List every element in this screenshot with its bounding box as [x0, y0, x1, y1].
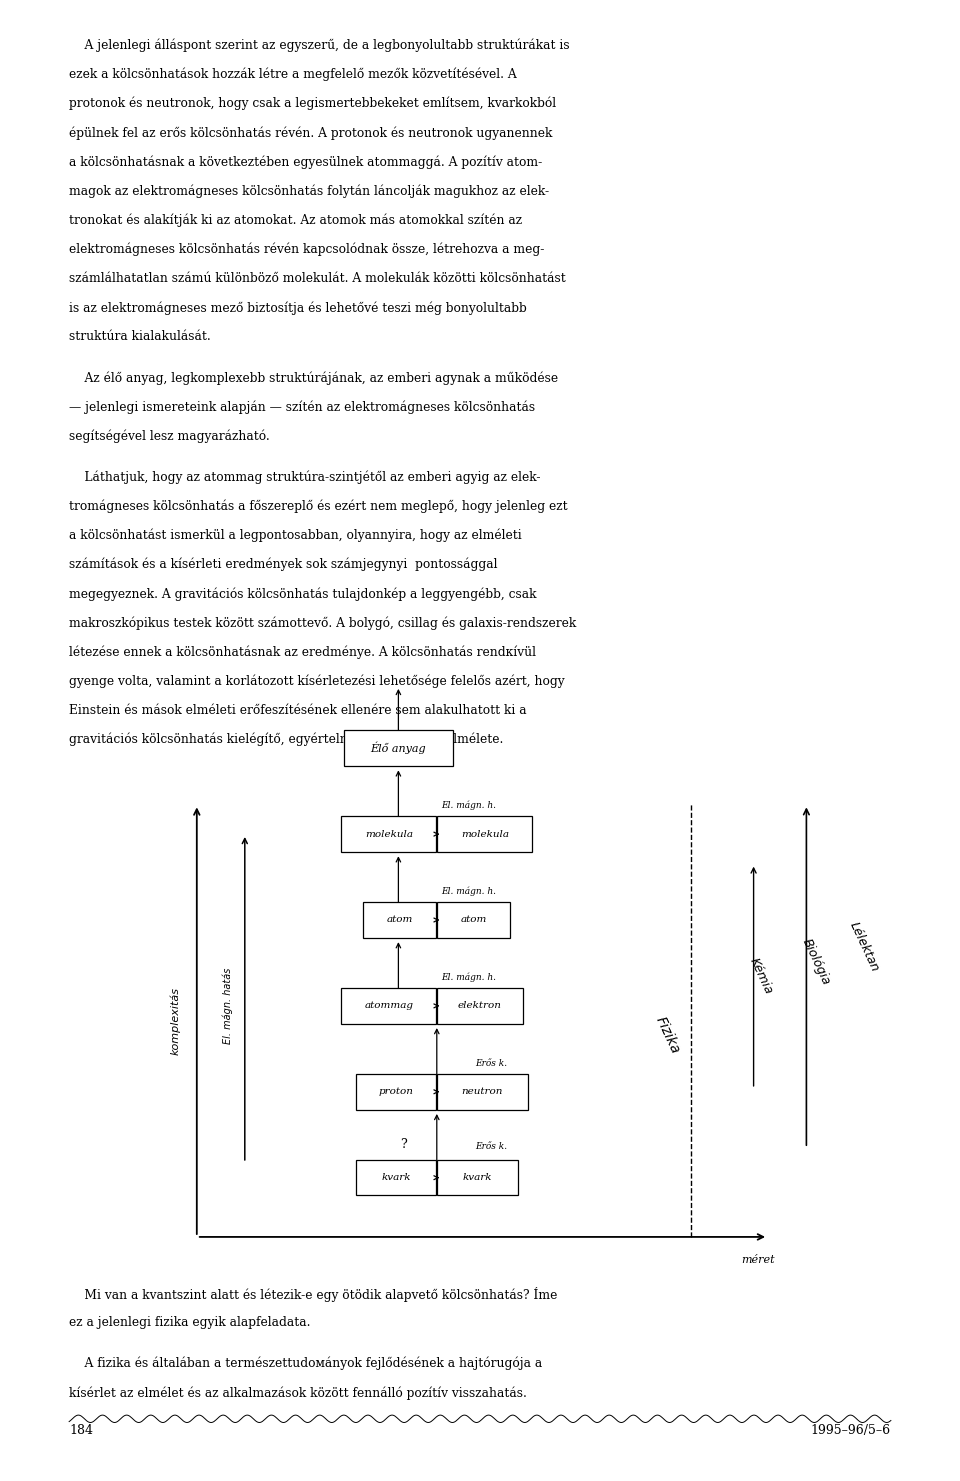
Text: is az elektromágneses mező biztosítja és lehetővé teszi még bonyolultabb: is az elektromágneses mező biztosítja és…	[69, 301, 527, 314]
FancyBboxPatch shape	[438, 902, 511, 937]
Text: magok az elektromágneses kölcsönhatás folytán láncolják magukhoz az elek-: magok az elektromágneses kölcsönhatás fo…	[69, 185, 549, 198]
Text: gyenge volta, valamint a korlátozott kísérletezési lehetősége felelős azért, hog: gyenge volta, valamint a korlátozott kís…	[69, 674, 564, 689]
FancyBboxPatch shape	[438, 816, 532, 852]
Text: gravitációs kölcsönhatás kielégítő, egyértelműen elfogadott elmélete.: gravitációs kölcsönhatás kielégítő, egyé…	[69, 733, 503, 746]
Text: kvark: kvark	[463, 1173, 492, 1182]
Text: számítások és a kísérleti eredmények sok számjegynyi  pontossággal: számítások és a kísérleti eredmények sok…	[69, 558, 497, 572]
Text: elektromágneses kölcsönhatás révén kapcsolódnak össze, létrehozva a meg-: elektromágneses kölcsönhatás révén kapcs…	[69, 243, 544, 256]
FancyBboxPatch shape	[342, 988, 436, 1023]
Text: atommag: atommag	[364, 1001, 414, 1010]
Text: Erős k.: Erős k.	[475, 1142, 507, 1151]
Text: atom: atom	[387, 915, 413, 924]
Text: tronokat és alakítják ki az atomokat. Az atomok más atomokkal szítén az: tronokat és alakítják ki az atomokat. Az…	[69, 213, 522, 227]
FancyBboxPatch shape	[342, 816, 436, 852]
Text: a kölcsönhatást ismerkül a legpontosabban, olyannyira, hogy az elméleti: a kölcsönhatást ismerkül a legpontosabba…	[69, 529, 522, 542]
Text: ezek a kölcsönhatások hozzák létre a megfelelő mezők közvetítésével. A: ezek a kölcsönhatások hozzák létre a meg…	[69, 68, 516, 81]
Text: Kémia: Kémia	[747, 955, 776, 997]
Text: kísérlet az elmélet és az alkalmazások között fennálló pozítív visszahatás.: kísérlet az elmélet és az alkalmazások k…	[69, 1386, 527, 1400]
Text: Fizika: Fizika	[653, 1014, 682, 1056]
FancyBboxPatch shape	[364, 902, 437, 937]
Text: Einstein és mások elméleti erőfeszítésének ellenére sem alakulhatott ki a: Einstein és mások elméleti erőfeszítésén…	[69, 703, 527, 717]
Text: El. mágn. h.: El. mágn. h.	[442, 887, 496, 896]
Text: Mi van a kvantszint alatt és létezik-e egy ötödik alapvető kölcsönhatás? Íme: Mi van a kvantszint alatt és létezik-e e…	[69, 1287, 558, 1302]
FancyBboxPatch shape	[356, 1160, 437, 1195]
FancyBboxPatch shape	[356, 1074, 437, 1109]
Text: ?: ?	[399, 1137, 407, 1151]
Text: Élő anyag: Élő anyag	[371, 742, 426, 754]
Text: létezése ennek a kölcsönhatásnak az eredménye. A kölcsönhatás rendкívül: létezése ennek a kölcsönhatásnak az ered…	[69, 646, 536, 659]
FancyBboxPatch shape	[438, 1074, 528, 1109]
Text: Lélektan: Lélektan	[847, 920, 881, 973]
Text: — jelenlegi ismereteink alapján — szítén az elektromágneses kölcsönhatás: — jelenlegi ismereteink alapján — szítén…	[69, 400, 536, 413]
Text: megegyeznek. A gravitációs kölcsönhatás tulajdonkép a leggyengébb, csak: megegyeznek. A gravitációs kölcsönhatás …	[69, 586, 537, 600]
Text: számlálhatatlan számú különböző molekulát. A molekulák közötti kölcsönhatást: számlálhatatlan számú különböző molekulá…	[69, 273, 565, 284]
Text: struktúra kialakulását.: struktúra kialakulását.	[69, 330, 211, 344]
FancyBboxPatch shape	[438, 1160, 518, 1195]
Text: molekula: molekula	[365, 829, 413, 838]
Text: Az élő anyag, legkomplexebb struktúrájának, az emberi agynak a működése: Az élő anyag, legkomplexebb struktúráján…	[69, 372, 559, 385]
Text: segítségével lesz magyarázható.: segítségével lesz magyarázható.	[69, 429, 270, 443]
Text: proton: proton	[378, 1087, 414, 1096]
Text: El. mágn. h.: El. mágn. h.	[442, 801, 496, 810]
Text: protonok és neutronok, hogy csak a legismertebbekeket említsem, kvarkokból: protonok és neutronok, hogy csak a legis…	[69, 96, 556, 111]
Text: El. mágn. hatás: El. mágn. hatás	[223, 967, 232, 1044]
Text: méret: méret	[741, 1254, 776, 1265]
Text: A fizika és általában a természettudомányok fejlődésének a hajtórugója a: A fizika és általában a természettudомán…	[69, 1357, 542, 1370]
Text: A jelenlegi álláspont szerint az egyszerű, de a legbonyolultabb struktúrákat is: A jelenlegi álláspont szerint az egyszer…	[69, 39, 569, 52]
Text: Biológia: Biológia	[800, 936, 832, 986]
Text: El. mágn. h.: El. mágn. h.	[442, 973, 496, 982]
Text: Erős k.: Erős k.	[475, 1059, 507, 1068]
Text: neutron: neutron	[462, 1087, 503, 1096]
Text: tromágneses kölcsönhatás a főszereplő és ezért nem meglepő, hogy jelenleg ezt: tromágneses kölcsönhatás a főszereplő és…	[69, 499, 567, 512]
Text: makroszkópikus testek között számottevő. A bolygó, csillag és galaxis-rendszerek: makroszkópikus testek között számottevő.…	[69, 616, 576, 629]
Text: 184: 184	[69, 1423, 93, 1437]
Text: komplexitás: komplexitás	[171, 986, 180, 1054]
FancyBboxPatch shape	[438, 988, 522, 1023]
Text: 1995–96/5–6: 1995–96/5–6	[811, 1423, 891, 1437]
Text: ez a jelenlegi fizika egyik alapfeladata.: ez a jelenlegi fizika egyik alapfeladata…	[69, 1317, 311, 1328]
Text: molekula: molekula	[461, 829, 509, 838]
Text: elektron: elektron	[458, 1001, 502, 1010]
Text: kvark: kvark	[381, 1173, 411, 1182]
Text: épülnek fel az erős kölcsönhatás révén. A protonok és neutronok ugyanennek: épülnek fel az erős kölcsönhatás révén. …	[69, 126, 553, 139]
Text: a kölcsönhatásnak a következtében egyesülnek atommaggá. A pozítív atom-: a kölcsönhatásnak a következtében egyesü…	[69, 156, 542, 169]
Text: Láthatjuk, hogy az atommag struktúra-szintjétől az emberi agyig az elek-: Láthatjuk, hogy az atommag struktúra-szi…	[69, 471, 540, 484]
Text: atom: atom	[461, 915, 487, 924]
FancyBboxPatch shape	[344, 730, 453, 766]
